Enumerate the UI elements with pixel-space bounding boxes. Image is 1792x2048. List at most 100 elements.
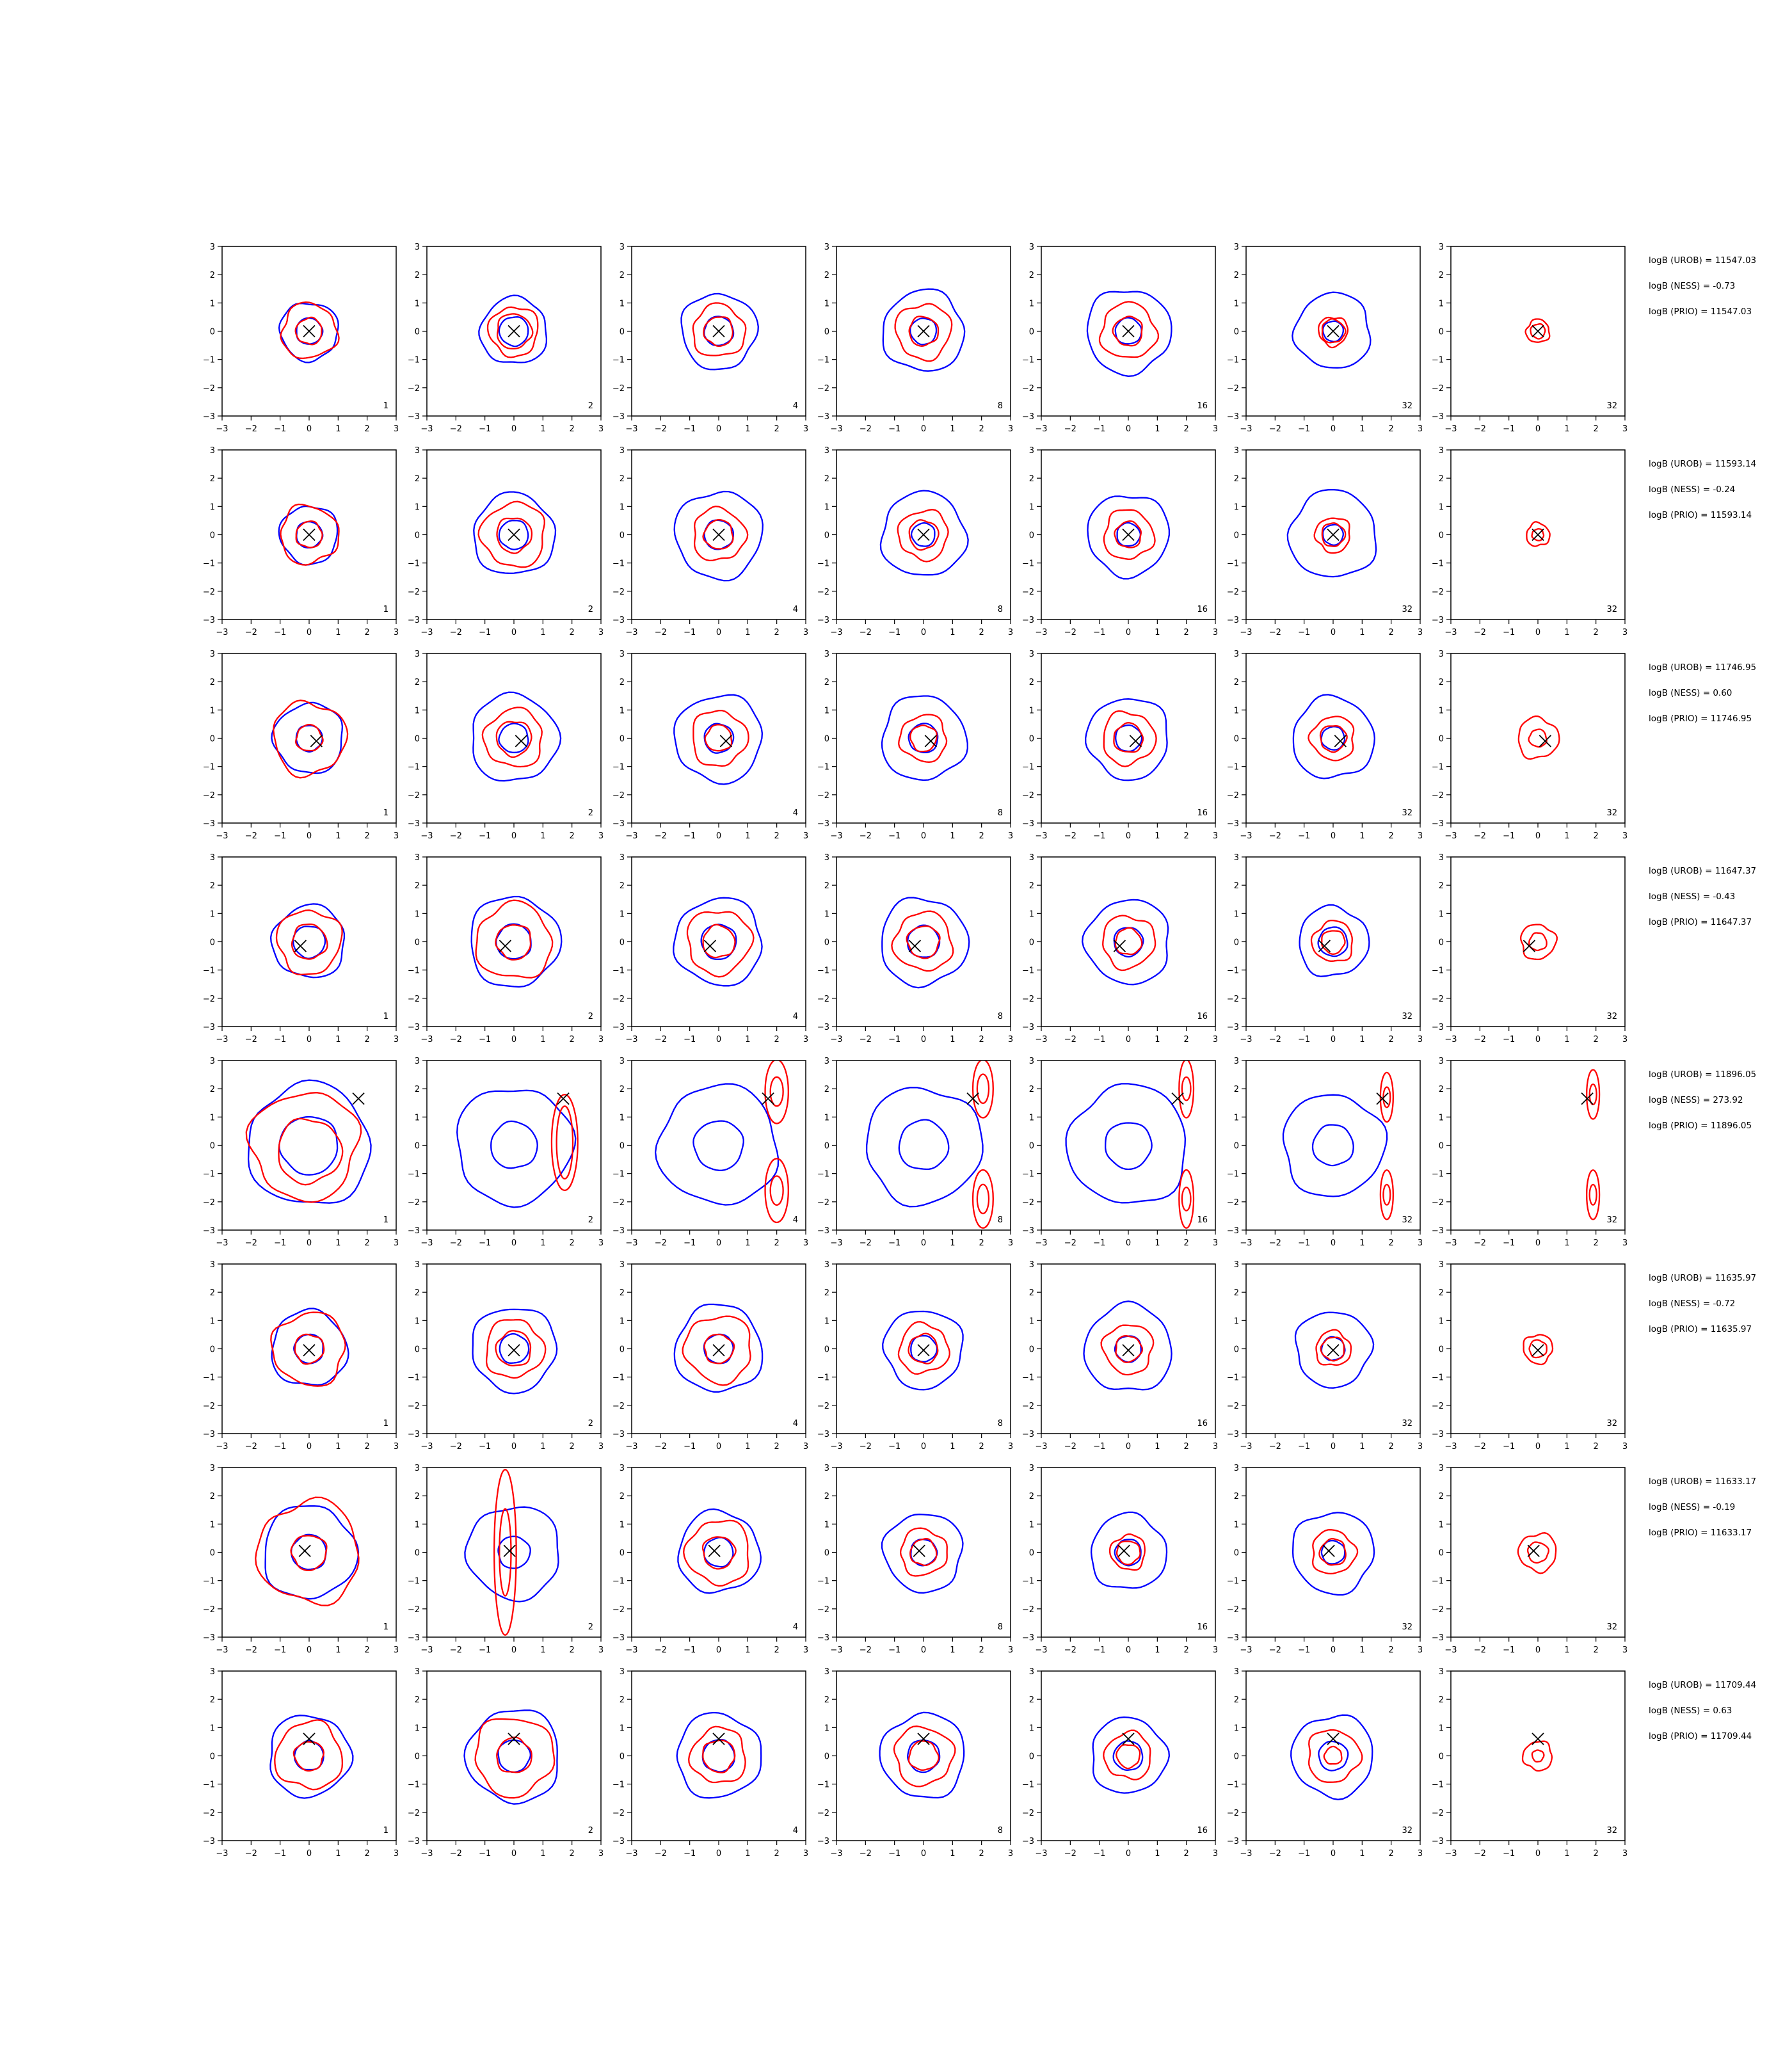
panel-plot-area [456,1089,579,1208]
panel-r1-c1: −3−3 −2 −2 −1 −1 0 0 1 1 2 2 3 3 1 [203,243,399,434]
panel-plot-area [1087,495,1171,580]
panel-label: 16 [1197,1622,1208,1632]
y-tick-label: 3 [210,1057,215,1066]
y-tick-label: 0 [210,938,215,948]
x-tick-label: 3 [1213,628,1218,637]
y-tick-label: −2 [817,1198,829,1208]
x-tick-label: 1 [950,1849,955,1859]
panel-label: 1 [383,1419,388,1428]
logb-stat: logB (PRIO) = 11593.14 [1649,510,1752,520]
y-tick-label: 0 [1234,1549,1239,1558]
y-tick-label: 0 [415,938,420,948]
red-contour-outer [274,1719,344,1791]
y-tick-label: −2 [408,384,420,394]
x-tick-label: 1 [1155,1645,1160,1655]
red-ellipse-inner [1588,1183,1597,1206]
x-tick-label: 0 [716,424,721,434]
y-tick-label: 1 [415,1520,420,1530]
x-tick-label: −3 [1035,424,1047,434]
red-contour-outer [682,1315,751,1386]
x-marker-stroke-b [924,735,937,748]
x-tick-label: 0 [921,1849,926,1859]
red-contour-outer [270,1311,346,1387]
panel-r5-c2: −3−3 −2 −2 −1 −1 0 0 1 1 2 2 3 3 2 [408,1057,604,1248]
y-tick-label: 1 [210,1316,215,1326]
panel-plot-area [680,292,759,371]
x-tick-label: −2 [1064,1442,1076,1452]
panel-label: 32 [1402,401,1412,411]
logb-stat: logB (PRIO) = 11709.44 [1649,1731,1752,1741]
red-contour-inner [495,1330,532,1366]
panel-plot-area [879,490,969,576]
y-tick-label: −1 [612,966,625,976]
x-tick-label: 1 [1359,1645,1364,1655]
blue-contour-inner [1114,1539,1142,1567]
y-tick-label: 2 [1234,881,1239,891]
logb-stat: logB (UROB) = 11647.37 [1649,866,1756,876]
y-tick-label: 3 [415,853,420,863]
y-tick-label: −1 [1227,1577,1239,1587]
x-tick-label: −1 [479,1645,491,1655]
y-tick-label: 1 [1439,706,1444,716]
x-marker-stroke-b [294,940,307,952]
x-tick-label: −3 [420,1645,433,1655]
y-tick-label: −3 [1022,1226,1034,1236]
y-tick-label: −2 [203,1402,215,1411]
y-tick-label: −3 [1432,412,1444,422]
panel-plot-area [1286,488,1377,578]
panel-r7-c1: −3−3 −2 −2 −1 −1 0 0 1 1 2 2 3 3 1 [203,1464,399,1655]
x-tick-label: 2 [1594,424,1599,434]
y-tick-label: 3 [210,446,215,456]
x-tick-label: 2 [1594,1645,1599,1655]
y-tick-label: −2 [203,1605,215,1615]
logb-stat: logB (NESS) = -0.72 [1649,1299,1735,1309]
y-tick-label: −1 [817,356,829,365]
x-tick-label: −3 [1444,1849,1457,1859]
red-ellipse-outer [1178,1060,1195,1119]
x-tick-label: −1 [274,628,286,637]
red-ellipse-outer [1379,1071,1394,1123]
y-tick-label: 0 [210,1345,215,1355]
y-tick-label: −1 [408,1577,420,1587]
red-contour-outer [255,1496,360,1606]
x-tick-label: 3 [598,1645,604,1655]
panel-r2-c3: −3−3 −2 −2 −1 −1 0 0 1 1 2 2 3 3 4 [612,446,808,637]
y-tick-label: −3 [1432,1430,1444,1439]
x-tick-label: 1 [1359,1035,1364,1044]
x-tick-label: −1 [888,628,900,637]
y-tick-label: 2 [824,678,829,687]
red-contour-inner [1528,932,1548,952]
panel-r2-c6: −3−3 −2 −2 −1 −1 0 0 1 1 2 2 3 3 32 [1227,446,1423,637]
x-tick-label: −3 [1240,1238,1252,1248]
panel-r3-c6: −3−3 −2 −2 −1 −1 0 0 1 1 2 2 3 3 32 [1227,650,1423,841]
x-tick-label: −2 [655,831,667,841]
panel-r2-c4: −3−3 −2 −2 −1 −1 0 0 1 1 2 2 3 3 8 [817,446,1013,637]
y-tick-label: 1 [620,909,625,919]
red-contour-inner [908,316,940,347]
axes-frame [426,1263,602,1434]
red-contour-inner [908,519,940,551]
y-tick-label: 1 [1234,706,1239,716]
y-tick-label: −1 [203,356,215,365]
x-tick-label: −3 [830,1849,842,1859]
x-tick-label: 0 [1126,831,1131,841]
red-contour-outer [1313,517,1350,554]
panel-label: 8 [998,1012,1003,1021]
x-tick-label: 2 [365,1238,370,1248]
red-ellipse-inner [1382,1183,1391,1206]
axes-frame [631,1467,806,1638]
y-tick-label: 0 [824,1142,829,1151]
x-tick-label: −1 [274,1849,286,1859]
x-tick-label: −2 [1474,424,1486,434]
red-contour-outer [1098,301,1160,358]
x-tick-label: 1 [950,831,955,841]
x-tick-label: 1 [1155,831,1160,841]
panel-r5-c6: −3−3 −2 −2 −1 −1 0 0 1 1 2 2 3 3 32 [1227,1057,1423,1248]
y-tick-label: −3 [408,1837,420,1846]
blue-contour-outer [1290,1714,1373,1800]
red-contour-outer [1523,1334,1554,1366]
x-tick-label: −1 [479,1442,491,1452]
y-tick-label: −1 [1432,559,1444,569]
y-tick-label: 0 [1234,938,1239,948]
x-tick-label: 2 [979,1035,984,1044]
